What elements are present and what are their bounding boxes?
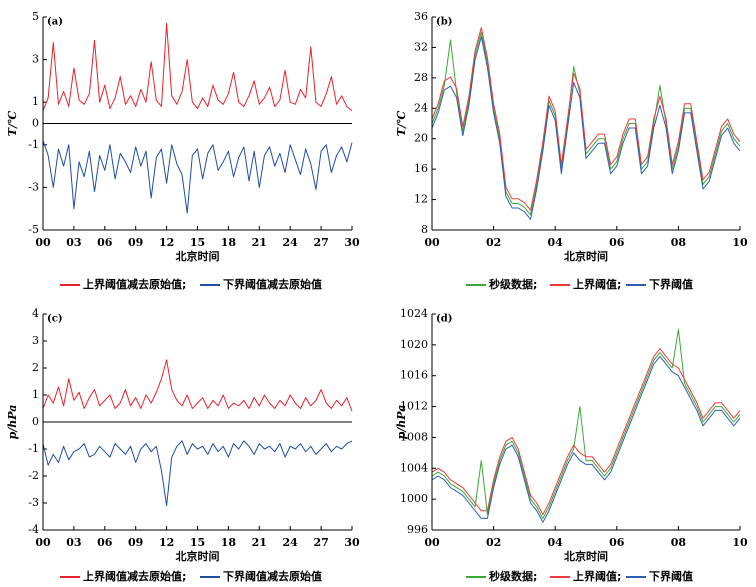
- y-tick-label: 5: [32, 10, 39, 23]
- y-tick-label: 12: [414, 193, 428, 206]
- y-tick-label: 20: [414, 132, 428, 145]
- y-tick-label: 1004: [400, 461, 428, 474]
- data-line: [431, 27, 741, 211]
- y-tick-label: 1008: [400, 430, 428, 443]
- y-tick-label: -1: [28, 138, 39, 151]
- x-tick-label: 10: [732, 536, 748, 549]
- y-tick-label: 0: [32, 415, 39, 428]
- y-tick-label: 1020: [400, 338, 428, 351]
- x-tick-label: 02: [486, 536, 501, 549]
- y-tick-label: 1000: [400, 492, 428, 505]
- x-tick-label: 02: [486, 236, 501, 249]
- y-tick-label: -2: [28, 469, 39, 482]
- legend-label: 上界阈值减去原始值;: [83, 569, 186, 583]
- y-tick-label: -5: [28, 223, 39, 236]
- y-tick-label: 1: [32, 388, 39, 401]
- legend-label: 上界阈值减去原始值;: [83, 277, 186, 291]
- data-line: [431, 355, 741, 523]
- legend-label: 上界阈值;: [573, 277, 621, 291]
- x-tick-label: 06: [609, 236, 625, 249]
- legend-label: 秒级数据;: [489, 569, 537, 583]
- y-tick-label: 24: [414, 101, 428, 114]
- x-tick-label: 08: [671, 236, 687, 249]
- y-tick-label: 32: [414, 40, 428, 53]
- legend-label: 秒级数据;: [489, 277, 537, 291]
- x-tick-label: 06: [97, 536, 113, 549]
- data-line: [431, 36, 741, 220]
- x-tick-label: 03: [66, 536, 81, 549]
- data-line: [42, 22, 353, 112]
- y-tick-label: 996: [407, 523, 428, 536]
- x-tick-label: 00: [35, 236, 51, 249]
- x-tick-label: 08: [671, 536, 687, 549]
- x-tick-label: 06: [97, 236, 113, 249]
- legend-label: 上界阈值;: [573, 569, 621, 583]
- x-tick-label: 00: [424, 236, 440, 249]
- x-tick-label: 04: [548, 236, 564, 249]
- y-axis-label: T/℃: [6, 110, 19, 136]
- y-tick-label: -1: [28, 442, 39, 455]
- x-tick-label: 27: [313, 536, 328, 549]
- x-tick-label: 18: [221, 236, 237, 249]
- x-tick-label: 24: [283, 236, 299, 249]
- x-tick-label: 12: [159, 536, 174, 549]
- panel-label: (a): [47, 17, 63, 28]
- x-axis-label: 北京时间: [564, 549, 608, 563]
- data-line: [431, 328, 741, 519]
- y-axis-label: T/℃: [395, 110, 408, 136]
- y-tick-label: -3: [28, 496, 39, 509]
- panel-label: (c): [47, 314, 63, 325]
- data-line: [42, 140, 353, 214]
- x-tick-label: 00: [35, 536, 51, 549]
- y-tick-label: 4: [32, 307, 39, 320]
- y-axis-label: p/hPa: [395, 405, 408, 440]
- y-tick-label: 16: [414, 162, 428, 175]
- x-axis-label: 北京时间: [176, 549, 220, 563]
- data-line: [431, 348, 741, 516]
- x-tick-label: 24: [283, 536, 299, 549]
- panel-label: (d): [436, 314, 452, 325]
- x-tick-label: 10: [732, 236, 748, 249]
- y-tick-label: 3: [32, 334, 39, 347]
- x-tick-label: 21: [252, 236, 267, 249]
- x-tick-label: 18: [221, 536, 237, 549]
- x-tick-label: 21: [252, 536, 267, 549]
- legend-label: 下界阈值: [649, 277, 693, 291]
- legend-label: 下界阈值减去原始值: [223, 277, 322, 291]
- y-tick-label: 3: [32, 53, 39, 66]
- x-tick-label: 15: [190, 236, 205, 249]
- x-tick-label: 12: [159, 236, 174, 249]
- panel-label: (b): [436, 17, 452, 28]
- x-tick-label: 00: [424, 536, 440, 549]
- y-tick-label: 28: [414, 71, 428, 84]
- x-tick-label: 30: [344, 236, 360, 249]
- x-tick-label: 04: [548, 536, 564, 549]
- x-axis-label: 北京时间: [564, 249, 608, 263]
- y-tick-label: 2: [32, 361, 39, 374]
- y-tick-label: 1024: [400, 307, 428, 320]
- y-tick-label: 1012: [400, 400, 428, 413]
- x-tick-label: 06: [609, 536, 625, 549]
- x-tick-label: 09: [128, 536, 143, 549]
- x-tick-label: 27: [313, 236, 328, 249]
- y-tick-label: 0: [32, 117, 39, 130]
- y-axis-label: p/hPa: [6, 405, 19, 440]
- x-tick-label: 03: [66, 236, 81, 249]
- y-tick-label: 8: [421, 223, 428, 236]
- y-tick-label: 1016: [400, 369, 428, 382]
- y-tick-label: 36: [414, 10, 428, 23]
- legend-label: 下界阈值: [649, 569, 693, 583]
- x-axis-label: 北京时间: [176, 249, 220, 263]
- legend-label: 下界阈值减去原始值: [223, 569, 322, 583]
- y-tick-label: 1: [32, 95, 39, 108]
- y-tick-label: -3: [28, 180, 39, 193]
- x-tick-label: 30: [344, 536, 360, 549]
- x-tick-label: 15: [190, 536, 205, 549]
- y-tick-label: -4: [28, 523, 39, 536]
- data-line: [42, 359, 353, 412]
- data-line: [42, 440, 353, 507]
- x-tick-label: 09: [128, 236, 143, 249]
